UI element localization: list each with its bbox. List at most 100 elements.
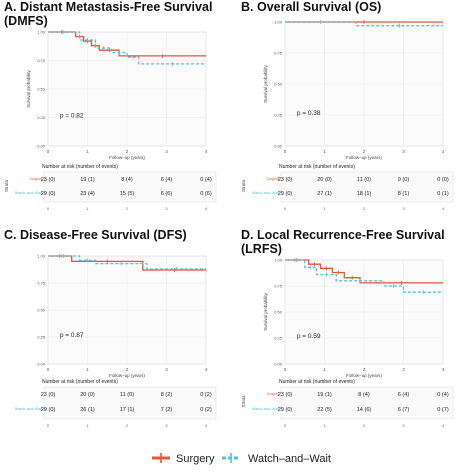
x-tick-label: 4 — [205, 367, 208, 372]
risk-x-tick: 0 — [47, 206, 50, 211]
y-tick-label: 1.00 — [274, 258, 283, 263]
y-tick-label: 0.75 — [37, 281, 46, 286]
km-chart: 0.00 0.25 0.50 0.75 1.00 0 1 2 3 4 Survival probab… — [241, 20, 454, 211]
risk-table-cell: 23 (0) — [41, 177, 56, 183]
risk-x-tick: 0 — [284, 423, 287, 428]
risk-table-cell: 8 (2) — [161, 392, 173, 398]
x-tick-label: 0 — [284, 367, 287, 372]
p-value: p = 0.87 — [60, 332, 84, 339]
y-axis-label: Survival probability — [263, 292, 268, 331]
x-tick-label: 3 — [402, 367, 405, 372]
risk-table-box — [280, 386, 454, 420]
x-tick-label: 3 — [402, 149, 405, 154]
risk-table-cell: 19 (1) — [80, 177, 95, 183]
panel-title-line: (LRFS) — [241, 242, 282, 256]
risk-x-tick: 1 — [86, 423, 89, 428]
y-tick-label: 0.50 — [37, 87, 46, 92]
y-tick-label: 1.00 — [37, 30, 46, 35]
risk-table-header: Number at risk (number of events) — [42, 379, 118, 385]
risk-x-tick: 2 — [126, 206, 129, 211]
panel-title-line: D. Local Recurrence-Free Survival — [241, 228, 445, 242]
risk-table-cell: 29 (0) — [41, 407, 56, 413]
risk-table-box — [43, 386, 217, 420]
risk-table-cell: 17 (1) — [120, 407, 135, 413]
x-axis-label: Follow–up (years) — [346, 155, 382, 160]
risk-table-cell: 22 (5) — [317, 407, 332, 413]
legend: Surgery Watch–and–Wait — [152, 453, 331, 465]
risk-table-cell: 19 (1) — [317, 392, 332, 398]
y-tick-label: 0.75 — [274, 51, 283, 56]
x-tick-label: 2 — [363, 367, 366, 372]
panel-dfs: C. Disease-Free Survival (DFS) 0.00 0.25 0… — [0, 228, 237, 456]
strata-label: Strata — [241, 180, 246, 193]
risk-table-cell: 20 (0) — [80, 392, 95, 398]
risk-table-cell: 26 (1) — [80, 407, 95, 413]
legend-label: Surgery — [176, 453, 215, 465]
risk-row-label: Surgery — [266, 177, 279, 181]
km-chart: 0.00 0.25 0.50 0.75 1.00 0 1 2 3 4 Survival probab… — [4, 30, 217, 211]
x-tick-label: 4 — [205, 149, 208, 154]
series-line — [285, 259, 443, 293]
risk-table-cell: 20 (0) — [317, 177, 332, 183]
risk-table-cell: 11 (0) — [357, 177, 371, 183]
x-tick-label: 2 — [363, 149, 366, 154]
risk-x-tick: 1 — [323, 206, 326, 211]
x-tick-label: 0 — [47, 367, 50, 372]
y-tick-label: 1.00 — [37, 254, 46, 259]
risk-x-tick: 2 — [363, 206, 366, 211]
x-tick-label: 1 — [323, 149, 326, 154]
panel-title: B. Overall Survival (OS) — [241, 0, 381, 14]
x-tick-label: 1 — [86, 149, 89, 154]
risk-table-cell: 11 (0) — [120, 392, 134, 398]
risk-table-cell: 8 (4) — [121, 177, 133, 183]
series-line — [48, 255, 206, 270]
x-axis-label: Follow–up (years) — [109, 155, 145, 160]
risk-table-cell: 23 (0) — [41, 392, 56, 398]
risk-row-label: Surgery — [29, 177, 42, 181]
risk-table-cell: 0 (2) — [200, 392, 212, 398]
risk-row-label: Watch–and–Wait — [15, 407, 42, 411]
risk-x-tick: 1 — [86, 206, 89, 211]
y-tick-label: 0.50 — [274, 310, 283, 315]
risk-table-cell: 6 (6) — [161, 191, 173, 197]
x-axis-label: Follow–up (years) — [346, 373, 382, 378]
legend-label: Watch–and–Wait — [248, 453, 331, 465]
risk-table-cell: 29 (0) — [278, 191, 293, 197]
y-tick-label: 0.25 — [37, 335, 46, 340]
panel-title: C. Disease-Free Survival (DFS) — [4, 228, 187, 242]
risk-table-cell: 14 (6) — [357, 407, 372, 413]
km-chart: 0.00 0.25 0.50 0.75 1.00 0 1 2 3 4 Follow–up (year… — [15, 254, 217, 428]
y-axis-label: Survival probability — [26, 69, 31, 108]
risk-x-tick: 3 — [402, 206, 405, 211]
risk-table-cell: 15 (5) — [120, 191, 135, 197]
risk-row-label: Watch–and–Wait — [252, 407, 279, 411]
y-tick-label: 0.50 — [274, 82, 283, 87]
risk-table-cell: 9 (0) — [398, 177, 410, 183]
panel-title-line: C. Disease-Free Survival (DFS) — [4, 228, 187, 242]
risk-table-box — [43, 171, 217, 203]
panel-title-line: (DMFS) — [4, 14, 48, 28]
y-tick-label: 0.75 — [274, 284, 283, 289]
km-chart: 0.00 0.25 0.50 0.75 1.00 0 1 2 3 4 Survival probab… — [241, 258, 454, 428]
risk-table-cell: 6 (7) — [398, 407, 410, 413]
risk-table-cell: 0 (2) — [200, 407, 212, 413]
x-tick-label: 2 — [126, 367, 129, 372]
risk-x-tick: 2 — [126, 423, 129, 428]
x-tick-label: 2 — [126, 149, 129, 154]
p-value: p = 0.38 — [297, 110, 321, 117]
risk-row-label: Watch–and–Wait — [252, 191, 279, 195]
risk-table-cell: 23 (4) — [80, 191, 95, 197]
risk-table-header: Number at risk (number of events) — [279, 379, 355, 385]
y-tick-label: 1.00 — [274, 20, 283, 25]
risk-x-tick: 4 — [442, 206, 445, 211]
series-line — [285, 259, 443, 284]
risk-x-tick: 3 — [165, 206, 168, 211]
x-tick-label: 4 — [442, 149, 445, 154]
risk-row-label: Watch–and–Wait — [15, 191, 42, 195]
risk-table-cell: 29 (0) — [278, 407, 293, 413]
panel-os: B. Overall Survival (OS) 0.00 0.25 0.50 0.7… — [237, 0, 474, 228]
risk-row-label: Surgery — [266, 392, 279, 396]
risk-table-box — [280, 171, 454, 203]
risk-table-cell: 7 (2) — [161, 407, 173, 413]
y-tick-label: 0.25 — [274, 336, 283, 341]
